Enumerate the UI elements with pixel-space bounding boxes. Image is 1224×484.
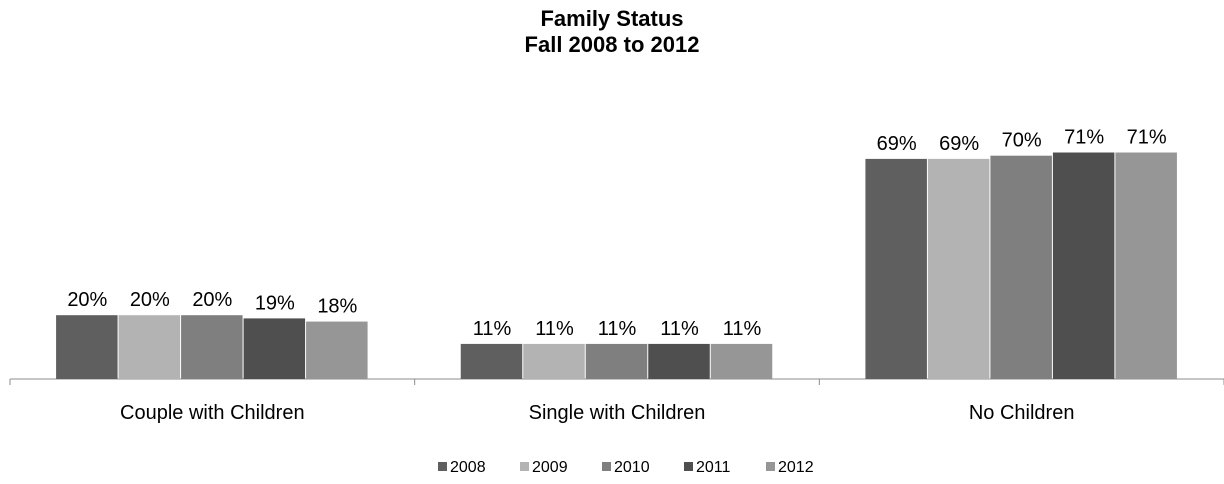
data-label-2010-1: 20% bbox=[192, 289, 232, 311]
bar-2008-2 bbox=[460, 343, 523, 379]
data-label-2008-1: 20% bbox=[67, 289, 107, 311]
legend-swatch-2008 bbox=[438, 462, 447, 471]
legend-label-2009: 2009 bbox=[532, 459, 568, 476]
legend-label-2008: 2008 bbox=[450, 459, 486, 476]
bar-2010-1 bbox=[181, 315, 243, 379]
legend-swatch-2009 bbox=[520, 462, 529, 471]
data-label-2011-2: 11% bbox=[660, 318, 699, 340]
legend-swatch-2012 bbox=[766, 462, 775, 471]
bar-2012-2 bbox=[710, 343, 773, 379]
bar-2010-3 bbox=[990, 155, 1052, 379]
data-label-2009-1: 20% bbox=[130, 289, 170, 311]
category-label: Couple with Children bbox=[120, 402, 305, 424]
data-label-2012-2: 11% bbox=[723, 318, 762, 340]
bar-2008-3 bbox=[865, 158, 927, 379]
legend-label-2012: 2012 bbox=[778, 459, 814, 476]
data-label-2009-3: 69% bbox=[939, 133, 979, 155]
category-label: Single with Children bbox=[529, 402, 706, 424]
bar-2009-2 bbox=[523, 343, 585, 379]
chart-title-line-1: Family Status bbox=[540, 6, 684, 31]
data-label-2012-3: 71% bbox=[1127, 127, 1167, 149]
legend-swatch-2010 bbox=[602, 462, 611, 471]
bar-2008-1 bbox=[56, 315, 118, 379]
bar-2011-3 bbox=[1052, 152, 1115, 379]
data-label-2011-1: 19% bbox=[255, 292, 295, 314]
legend-label-2011: 2011 bbox=[696, 459, 731, 476]
data-label-2008-2: 11% bbox=[473, 318, 512, 340]
bar-2011-2 bbox=[648, 343, 710, 379]
bar-2010-2 bbox=[585, 343, 648, 379]
data-label-2010-2: 11% bbox=[598, 318, 637, 340]
bar-2009-3 bbox=[927, 158, 990, 379]
legend-swatch-2011 bbox=[684, 462, 693, 471]
data-label-2010-3: 70% bbox=[1002, 130, 1042, 152]
data-label-2009-2: 11% bbox=[535, 318, 574, 340]
category-label: No Children bbox=[969, 402, 1075, 424]
chart-title-line-2: Fall 2008 to 2012 bbox=[524, 32, 700, 57]
bar-2012-3 bbox=[1115, 152, 1177, 379]
legend-label-2010: 2010 bbox=[614, 459, 650, 476]
data-label-2012-1: 18% bbox=[317, 296, 357, 318]
data-label-2011-3: 71% bbox=[1064, 127, 1104, 149]
bar-2012-1 bbox=[306, 321, 368, 379]
bar-2011-1 bbox=[243, 318, 306, 379]
chart-title: Family Status Fall 2008 to 2012 bbox=[0, 6, 1224, 58]
data-label-2008-3: 69% bbox=[877, 133, 917, 155]
bar-2009-1 bbox=[118, 315, 181, 379]
